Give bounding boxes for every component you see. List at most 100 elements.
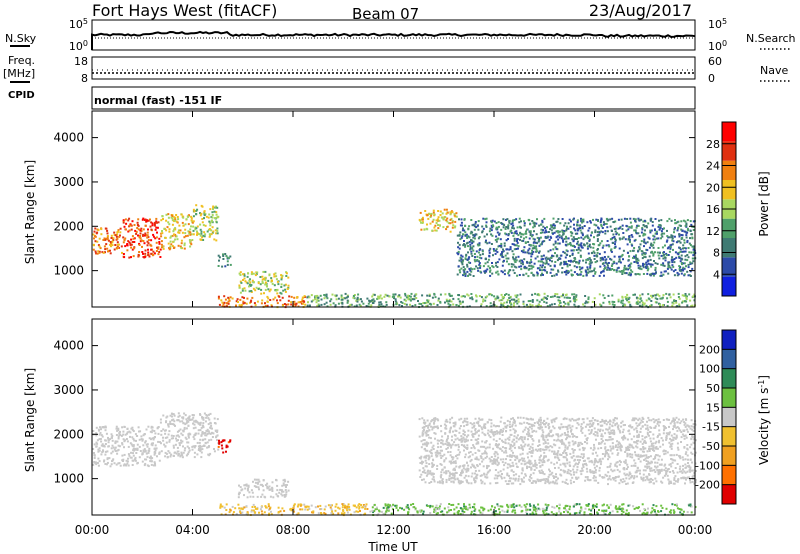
velocity-echo-cell bbox=[110, 452, 113, 455]
power-echo-cell bbox=[565, 229, 568, 232]
velocity-echo-cell bbox=[586, 417, 589, 420]
velocity-echo-cell bbox=[412, 506, 414, 509]
velocity-echo-cell bbox=[197, 429, 200, 432]
power-echo-cell bbox=[195, 204, 198, 207]
velocity-echo-cell bbox=[626, 513, 628, 516]
power-echo-cell bbox=[651, 263, 654, 266]
power-echo-cell bbox=[104, 238, 107, 241]
power-echo-cell bbox=[462, 266, 465, 269]
power-echo-cell bbox=[540, 255, 543, 258]
velocity-echo-cell bbox=[594, 476, 597, 479]
velocity-echo-cell bbox=[482, 509, 485, 512]
velocity-echo-cell bbox=[565, 509, 568, 512]
velocity-echo-cell bbox=[623, 460, 626, 463]
power-echo-cell bbox=[689, 220, 692, 223]
power-echo-cell bbox=[395, 301, 398, 304]
velocity-echo-cell bbox=[141, 460, 144, 463]
power-echo-cell bbox=[670, 236, 673, 239]
velocity-echo-cell bbox=[254, 481, 257, 484]
velocity-echo-cell bbox=[424, 471, 427, 474]
velocity-echo-cell bbox=[440, 439, 443, 441]
power-echo-cell bbox=[636, 262, 639, 264]
velocity-echo-cell bbox=[269, 495, 272, 498]
velocity-echo-cell bbox=[490, 429, 493, 432]
power-colorbar-band bbox=[722, 238, 736, 258]
power-echo-cell bbox=[260, 302, 263, 305]
velocity-echo-cell bbox=[501, 446, 504, 449]
power-echo-cell bbox=[139, 229, 142, 232]
velocity-echo-cell bbox=[609, 511, 612, 514]
power-echo-cell bbox=[481, 250, 484, 253]
velocity-echo-cell bbox=[677, 448, 680, 451]
power-echo-cell bbox=[672, 293, 675, 296]
power-echo-cell bbox=[660, 297, 663, 300]
power-echo-cell bbox=[190, 217, 193, 220]
power-echo-cell bbox=[449, 304, 452, 306]
velocity-echo-cell bbox=[159, 421, 162, 424]
velocity-echo-cell bbox=[297, 512, 300, 515]
power-echo-cell bbox=[418, 218, 421, 221]
power-echo-cell bbox=[160, 240, 163, 243]
velocity-echo-cell bbox=[422, 430, 425, 432]
power-echo-cell bbox=[670, 243, 673, 246]
power-echo-cell bbox=[552, 248, 555, 251]
velocity-echo-cell bbox=[513, 509, 516, 512]
power-echo-cell bbox=[557, 299, 560, 302]
power-echo-cell bbox=[253, 302, 256, 305]
velocity-echo-cell bbox=[92, 463, 95, 466]
velocity-echo-cell bbox=[237, 493, 240, 496]
velocity-echo-cell bbox=[663, 469, 666, 472]
velocity-echo-cell bbox=[106, 458, 109, 461]
velocity-echo-cell bbox=[525, 507, 528, 510]
power-echo-cell bbox=[174, 227, 177, 230]
power-echo-cell bbox=[160, 232, 163, 235]
power-echo-cell bbox=[205, 215, 208, 218]
power-echo-cell bbox=[683, 294, 686, 297]
velocity-echo-cell bbox=[509, 465, 512, 468]
power-echo-cell bbox=[461, 235, 464, 238]
velocity-echo-cell bbox=[193, 446, 196, 449]
velocity-echo-cell bbox=[164, 429, 166, 432]
power-echo-cell bbox=[184, 228, 187, 231]
velocity-echo-cell bbox=[197, 432, 200, 435]
power-echo-cell bbox=[619, 270, 622, 273]
power-echo-cell bbox=[603, 268, 606, 271]
power-echo-cell bbox=[106, 236, 109, 239]
power-echo-cell bbox=[494, 298, 497, 301]
power-echo-cell bbox=[436, 304, 439, 306]
velocity-echo-cell bbox=[639, 421, 642, 424]
power-echo-cell bbox=[506, 304, 509, 307]
power-echo-cell bbox=[190, 243, 193, 246]
velocity-echo-cell bbox=[114, 441, 117, 444]
power-echo-cell bbox=[635, 254, 637, 257]
power-echo-cell bbox=[274, 296, 277, 299]
velocity-echo-cell bbox=[303, 503, 306, 506]
power-echo-cell bbox=[529, 244, 532, 247]
velocity-echo-cell bbox=[478, 417, 481, 420]
power-echo-cell bbox=[473, 267, 476, 270]
velocity-echo-cell bbox=[616, 449, 619, 451]
velocity-echo-cell bbox=[570, 473, 573, 476]
velocity-echo-cell bbox=[538, 461, 541, 464]
velocity-echo-cell bbox=[201, 417, 204, 420]
power-echo-cell bbox=[150, 239, 153, 242]
power-echo-cell bbox=[170, 235, 173, 238]
velocity-echo-cell bbox=[117, 448, 120, 451]
power-echo-cell bbox=[485, 239, 487, 242]
velocity-echo-cell bbox=[690, 511, 693, 514]
power-echo-cell bbox=[228, 299, 231, 302]
power-echo-cell bbox=[411, 305, 414, 307]
power-echo-cell bbox=[538, 267, 541, 270]
power-echo-cell bbox=[665, 254, 668, 257]
power-echo-cell bbox=[544, 269, 547, 272]
power-echo-cell bbox=[502, 218, 505, 221]
velocity-echo-cell bbox=[107, 438, 110, 441]
power-echo-cell bbox=[457, 253, 460, 256]
velocity-echo-cell bbox=[132, 452, 134, 455]
power-echo-cell bbox=[683, 250, 686, 253]
power-echo-cell bbox=[160, 219, 163, 222]
power-echo-cell bbox=[686, 304, 689, 307]
velocity-echo-cell bbox=[434, 510, 437, 513]
power-echo-cell bbox=[641, 253, 644, 256]
power-echo-cell bbox=[151, 222, 154, 225]
